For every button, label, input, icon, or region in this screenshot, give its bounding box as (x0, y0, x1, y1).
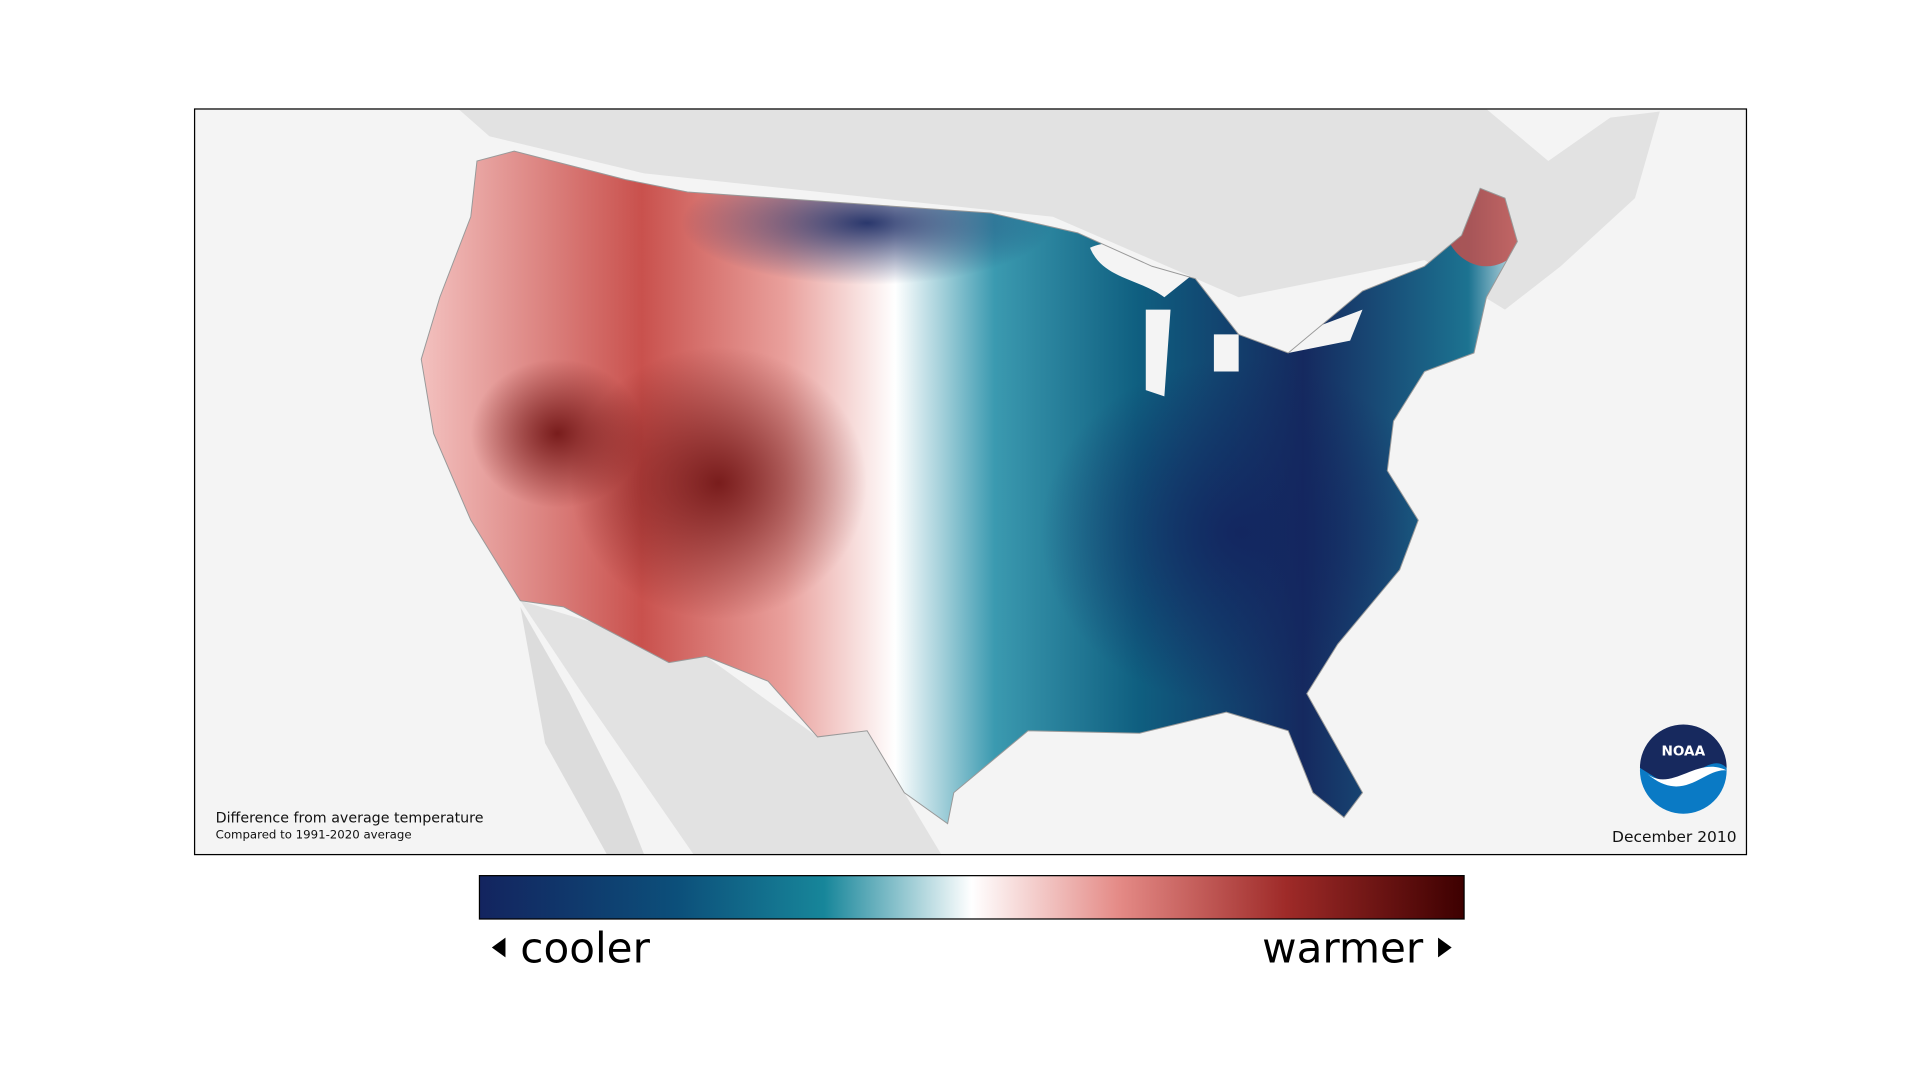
noaa-logo: NOAA (1639, 724, 1727, 814)
color-bar (478, 875, 1465, 920)
map-area: NOAA Difference from average temperature… (194, 108, 1747, 855)
baja (520, 606, 645, 855)
color-legend: cooler warmer (478, 875, 1465, 972)
caption-title: Difference from average temperature (216, 810, 484, 826)
right-arrow (1438, 937, 1452, 958)
logo-text: NOAA (1661, 744, 1705, 760)
canada (458, 108, 1660, 310)
warm-anomaly (470, 359, 645, 508)
left-arrow (491, 937, 506, 958)
map-frame (193, 108, 1748, 856)
legend-high: warmer (1262, 923, 1424, 972)
map-date: December 2010 (1612, 828, 1737, 846)
great-lakes (1090, 242, 1363, 397)
cold-anomaly (1040, 359, 1437, 706)
mexico (520, 600, 942, 855)
caption-subtitle: Compared to 1991-2020 average (216, 827, 412, 841)
warm-anomaly (569, 346, 868, 620)
legend-low: cooler (520, 923, 650, 972)
